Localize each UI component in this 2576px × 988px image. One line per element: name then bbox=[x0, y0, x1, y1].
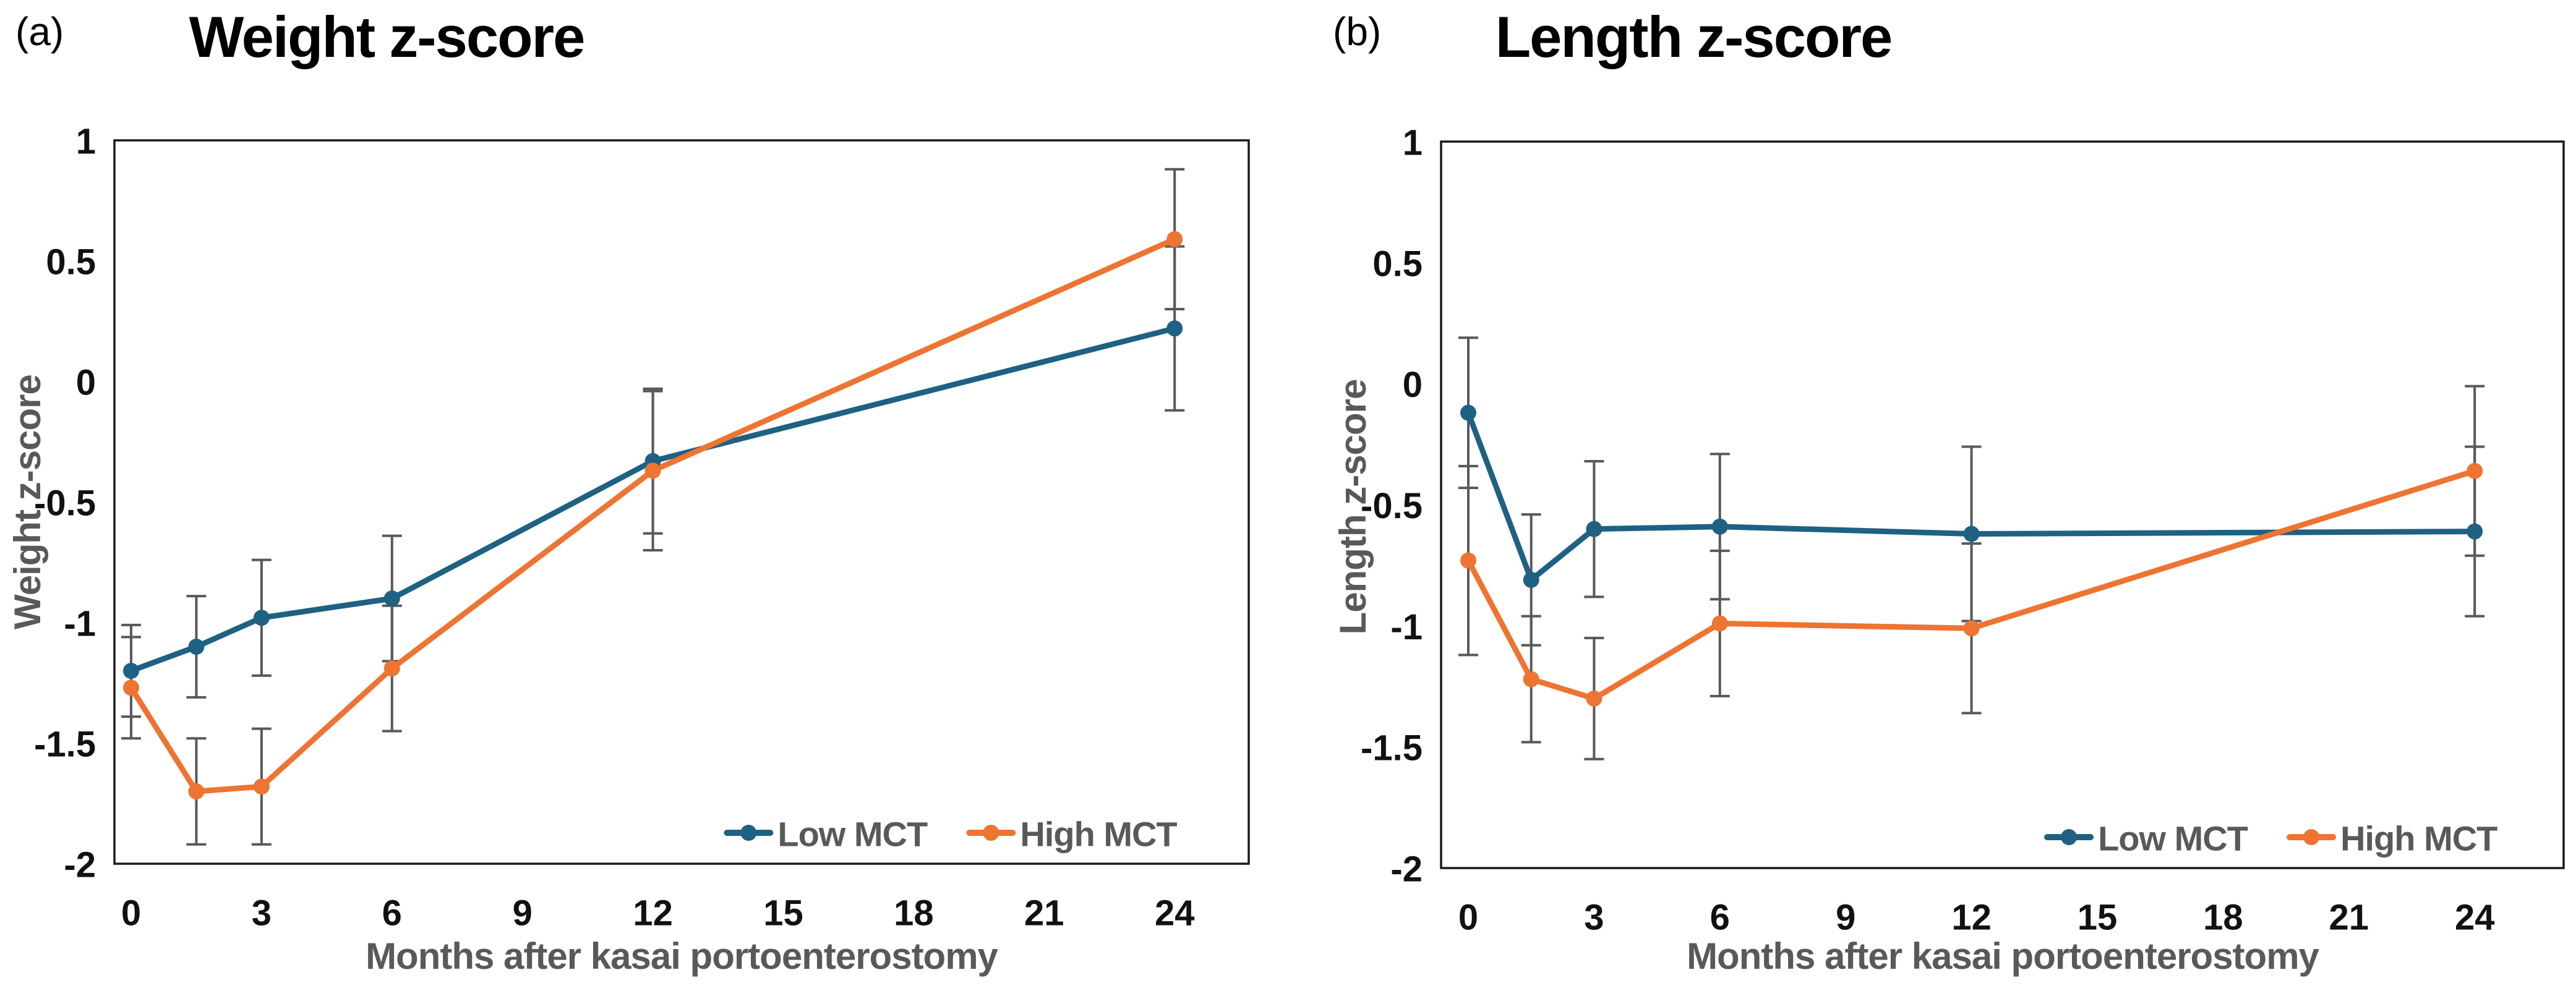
legend-low-mct-marker bbox=[2061, 829, 2077, 845]
legend-low-mct-label: Low MCT bbox=[2098, 819, 2248, 858]
x-tick-label: 18 bbox=[2203, 898, 2243, 938]
x-tick-label: 15 bbox=[2077, 898, 2118, 938]
legend-high-mct-marker bbox=[983, 825, 999, 841]
x-tick-label: 3 bbox=[252, 893, 272, 934]
legend-low-mct-label: Low MCT bbox=[777, 815, 928, 854]
plot-border bbox=[113, 139, 1250, 865]
y-tick-label: -0.5 bbox=[1361, 486, 1423, 526]
legend-low-mct-marker bbox=[740, 825, 757, 841]
high-mct-line bbox=[1465, 468, 2478, 702]
plot-border bbox=[1440, 140, 2565, 869]
high-mct-marker bbox=[1460, 552, 1476, 569]
low-mct-marker bbox=[253, 610, 270, 626]
x-tick-label: 18 bbox=[894, 893, 934, 934]
high-mct-marker bbox=[1166, 231, 1183, 247]
high-mct-marker bbox=[1586, 690, 1603, 707]
high-mct-marker bbox=[1711, 615, 1728, 632]
x-tick-label: 21 bbox=[1024, 893, 1064, 934]
y-tick-label: 0 bbox=[76, 363, 96, 403]
y-tick-label: -2 bbox=[64, 845, 96, 885]
chart-a-title: Weight z-score bbox=[189, 4, 586, 69]
legend-high-mct-label: High MCT bbox=[2340, 819, 2497, 858]
x-tick-label: 21 bbox=[2329, 898, 2369, 938]
high-mct-marker bbox=[2467, 462, 2483, 479]
chart-b-canvas: 1 0.5 0 -0.5 -1 -1.5 -2 0 3 6 9 12 15 18 21 24 Low MCT Hi… bbox=[1361, 123, 2565, 938]
low-mct-marker bbox=[1586, 521, 1603, 537]
x-tick-label: 24 bbox=[1155, 893, 1195, 934]
y-tick-label: -1.5 bbox=[1361, 728, 1423, 769]
x-tick-label: 15 bbox=[763, 893, 803, 934]
panel-a: (a) Weight z-score Weight z-score 1 0.5 0-… bbox=[7, 4, 1250, 977]
low-mct-marker bbox=[188, 639, 205, 655]
chart-b-x-axis-title: Months after kasai portoenterostomy bbox=[1687, 935, 2319, 977]
y-tick-label: -1 bbox=[1390, 607, 1423, 647]
legend-high-mct-label: High MCT bbox=[1020, 815, 1177, 854]
low-mct-marker bbox=[1460, 404, 1476, 421]
x-tick-label: 3 bbox=[1584, 898, 1604, 938]
low-mct-marker bbox=[2467, 523, 2483, 540]
x-tick-label: 12 bbox=[633, 893, 673, 934]
high-mct-marker bbox=[188, 783, 205, 799]
panel-b: (b) Length z-score Length z-score 1 0.5 0-… bbox=[1288, 0, 2576, 988]
low-mct-line bbox=[1465, 410, 2478, 583]
high-mct-marker bbox=[1963, 620, 1980, 637]
y-tick-label: -0.5 bbox=[34, 483, 96, 524]
panel-a-label: (a) bbox=[15, 9, 64, 54]
low-mct-marker bbox=[123, 663, 139, 679]
y-tick-label: 0 bbox=[1403, 365, 1423, 405]
x-tick-label: 6 bbox=[1710, 898, 1730, 938]
y-tick-label: 1 bbox=[76, 122, 96, 162]
x-tick-label: 6 bbox=[382, 893, 402, 934]
x-tick-label: 24 bbox=[2455, 898, 2495, 938]
high-mct-marker bbox=[253, 778, 270, 795]
legend-high-mct-marker bbox=[2303, 829, 2320, 845]
panel-b-label: (b) bbox=[1333, 9, 1382, 54]
high-mct-line bbox=[128, 236, 1178, 794]
chart-a-canvas: 1 0.5 0 -0.5 -1 -1.5 -2 0 3 6 9 12 15 18 21 24 Low MCT Hi… bbox=[34, 122, 1250, 934]
y-tick-label: -1 bbox=[64, 604, 96, 644]
high-mct-marker bbox=[1523, 671, 1539, 688]
y-tick-label: -2 bbox=[1390, 850, 1423, 890]
low-mct-marker bbox=[1711, 518, 1728, 535]
y-tick-label: 0.5 bbox=[46, 242, 96, 283]
low-mct-marker bbox=[1963, 526, 1980, 542]
x-tick-label: 0 bbox=[121, 893, 141, 934]
x-tick-label: 12 bbox=[1951, 898, 1992, 938]
x-tick-label: 0 bbox=[1458, 898, 1478, 938]
low-mct-marker bbox=[1166, 320, 1183, 337]
chart-a-x-axis-title: Months after kasai portoenterostomy bbox=[366, 935, 998, 977]
high-mct-marker bbox=[123, 679, 139, 696]
high-mct-marker bbox=[644, 462, 661, 479]
high-mct-marker bbox=[383, 660, 400, 677]
chart-b-title: Length z-score bbox=[1495, 4, 1893, 69]
low-mct-marker bbox=[1523, 571, 1539, 588]
x-tick-label: 9 bbox=[513, 893, 533, 934]
y-tick-label: 0.5 bbox=[1372, 244, 1423, 284]
low-mct-marker bbox=[383, 590, 400, 607]
low-mct-line bbox=[128, 325, 1178, 674]
y-tick-label: 1 bbox=[1403, 123, 1423, 163]
y-tick-label: -1.5 bbox=[34, 725, 96, 765]
x-tick-label: 9 bbox=[1836, 898, 1855, 938]
